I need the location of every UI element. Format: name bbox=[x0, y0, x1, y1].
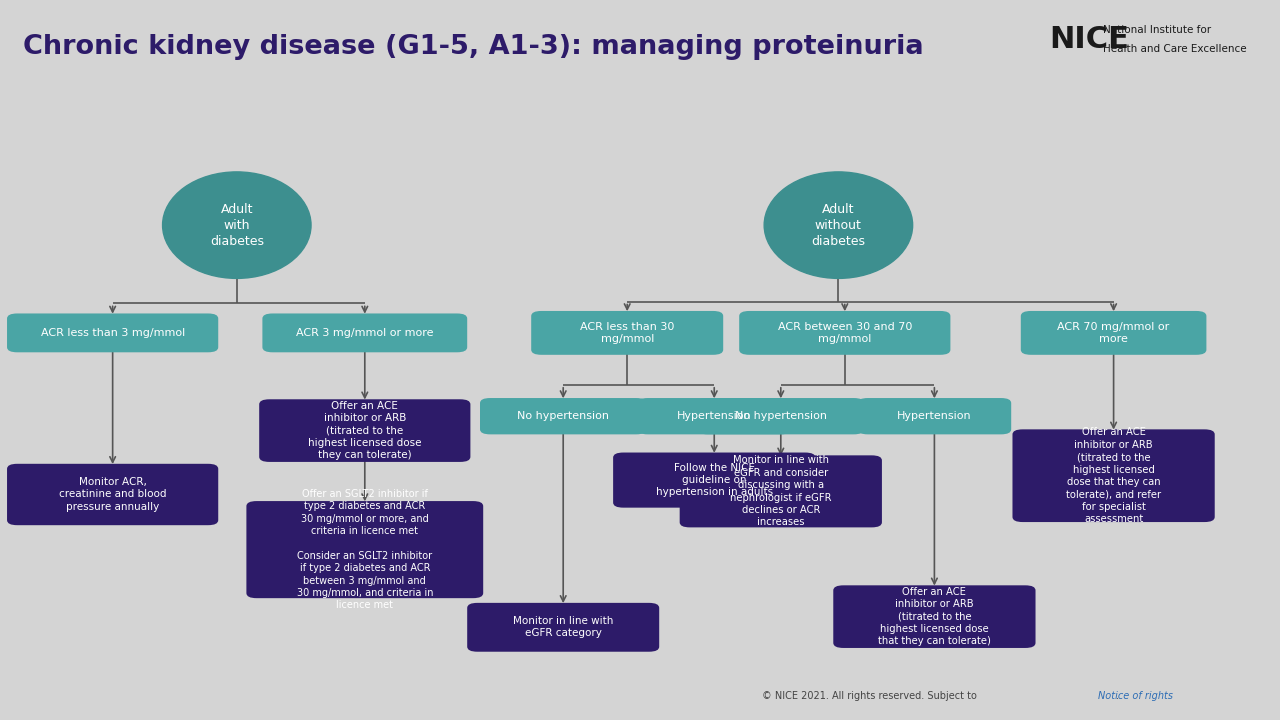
Text: Health and Care Excellence: Health and Care Excellence bbox=[1103, 44, 1247, 54]
Text: NICE: NICE bbox=[1050, 24, 1129, 54]
Text: .: . bbox=[1116, 691, 1119, 701]
FancyBboxPatch shape bbox=[858, 398, 1011, 434]
FancyBboxPatch shape bbox=[698, 398, 864, 434]
FancyBboxPatch shape bbox=[467, 603, 659, 652]
Text: Hypertension: Hypertension bbox=[897, 411, 972, 421]
Text: Monitor in line with
eGFR and consider
discussing with a
nephrologist if eGFR
de: Monitor in line with eGFR and consider d… bbox=[730, 455, 832, 527]
Text: Adult
without
diabetes: Adult without diabetes bbox=[812, 202, 865, 248]
FancyBboxPatch shape bbox=[6, 313, 218, 352]
Text: Monitor in line with
eGFR category: Monitor in line with eGFR category bbox=[513, 616, 613, 639]
Text: Notice of rights: Notice of rights bbox=[1098, 691, 1174, 701]
Text: ACR less than 3 mg/mmol: ACR less than 3 mg/mmol bbox=[41, 328, 184, 338]
Text: National Institute for: National Institute for bbox=[1103, 25, 1211, 35]
Text: Hypertension: Hypertension bbox=[677, 411, 751, 421]
FancyBboxPatch shape bbox=[259, 400, 470, 462]
Text: No hypertension: No hypertension bbox=[735, 411, 827, 421]
Text: ACR 70 mg/mmol or
more: ACR 70 mg/mmol or more bbox=[1057, 322, 1170, 344]
Text: Monitor ACR,
creatinine and blood
pressure annually: Monitor ACR, creatinine and blood pressu… bbox=[59, 477, 166, 512]
FancyBboxPatch shape bbox=[6, 464, 218, 525]
FancyBboxPatch shape bbox=[833, 585, 1036, 648]
FancyBboxPatch shape bbox=[262, 313, 467, 352]
Text: Chronic kidney disease (G1-5, A1-3): managing proteinuria: Chronic kidney disease (G1-5, A1-3): man… bbox=[23, 34, 924, 60]
Text: © NICE 2021. All rights reserved. Subject to: © NICE 2021. All rights reserved. Subjec… bbox=[762, 691, 979, 701]
FancyBboxPatch shape bbox=[480, 398, 646, 434]
Text: ACR between 30 and 70
mg/mmol: ACR between 30 and 70 mg/mmol bbox=[778, 322, 911, 344]
Text: No hypertension: No hypertension bbox=[517, 411, 609, 421]
FancyBboxPatch shape bbox=[531, 311, 723, 355]
Text: Offer an ACE
inhibitor or ARB
(titrated to the
highest licensed
dose that they c: Offer an ACE inhibitor or ARB (titrated … bbox=[1066, 427, 1161, 524]
Text: Offer an SGLT2 inhibitor if
type 2 diabetes and ACR
30 mg/mmol or more, and
crit: Offer an SGLT2 inhibitor if type 2 diabe… bbox=[297, 489, 433, 611]
FancyBboxPatch shape bbox=[246, 501, 483, 598]
Ellipse shape bbox=[163, 172, 311, 279]
FancyBboxPatch shape bbox=[1021, 311, 1207, 355]
Ellipse shape bbox=[764, 172, 913, 279]
Text: ACR 3 mg/mmol or more: ACR 3 mg/mmol or more bbox=[296, 328, 434, 338]
Text: ACR less than 30
mg/mmol: ACR less than 30 mg/mmol bbox=[580, 322, 675, 344]
Text: Adult
with
diabetes: Adult with diabetes bbox=[210, 202, 264, 248]
FancyBboxPatch shape bbox=[637, 398, 791, 434]
Text: Offer an ACE
inhibitor or ARB
(titrated to the
highest licensed dose
that they c: Offer an ACE inhibitor or ARB (titrated … bbox=[878, 587, 991, 647]
Text: Offer an ACE
inhibitor or ARB
(titrated to the
highest licensed dose
they can to: Offer an ACE inhibitor or ARB (titrated … bbox=[308, 401, 421, 460]
FancyBboxPatch shape bbox=[1012, 429, 1215, 522]
FancyBboxPatch shape bbox=[680, 455, 882, 527]
Text: Follow the NICE
guideline on
hypertension in adults: Follow the NICE guideline on hypertensio… bbox=[655, 463, 773, 498]
FancyBboxPatch shape bbox=[740, 311, 951, 355]
FancyBboxPatch shape bbox=[613, 453, 815, 508]
